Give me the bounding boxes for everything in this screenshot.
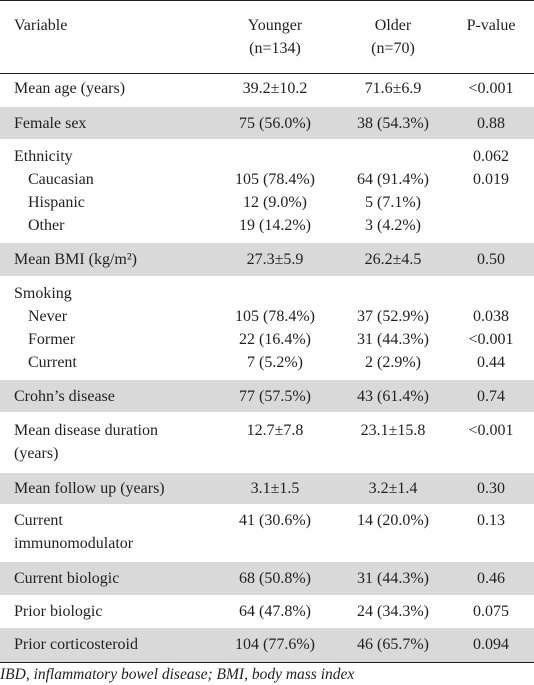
row-sublabel: Other bbox=[28, 217, 65, 234]
row-label: Mean BMI (kg/m²) bbox=[14, 251, 137, 268]
row-label: Mean disease duration bbox=[14, 422, 158, 439]
cell-younger: 104 (77.6%) bbox=[235, 636, 315, 653]
row-label-cont: (years) bbox=[14, 445, 59, 462]
row-label: Current bbox=[14, 512, 63, 529]
cell-pvalue: 0.30 bbox=[477, 480, 505, 497]
cell-older: 5 (7.1%) bbox=[365, 194, 421, 211]
cell-pvalue: 0.88 bbox=[477, 115, 505, 132]
cell-pvalue: 0.019 bbox=[473, 171, 509, 188]
row-label: Prior biologic bbox=[14, 603, 103, 620]
header-older-n: (n=70) bbox=[371, 40, 415, 57]
cell-pvalue: 0.74 bbox=[477, 388, 505, 405]
cell-older: 24 (34.3%) bbox=[357, 603, 429, 620]
table-row: Female sex 75 (56.0%) 38 (54.3%) 0.88 bbox=[0, 107, 534, 139]
table-top-rule bbox=[0, 0, 534, 1]
table-row: Prior biologic 64 (47.8%) 24 (34.3%) 0.0… bbox=[0, 595, 534, 628]
cell-pvalue: 0.13 bbox=[477, 512, 505, 529]
cell-older: 3 (4.2%) bbox=[365, 217, 421, 234]
cell-younger: 3.1±1.5 bbox=[250, 480, 300, 497]
header-older: Older bbox=[374, 17, 412, 34]
table-row: Current biologic 68 (50.8%) 31 (44.3%) 0… bbox=[0, 562, 534, 595]
cell-younger: 77 (57.5%) bbox=[239, 388, 311, 405]
cell-pvalue: 0.50 bbox=[477, 251, 505, 268]
table-row: Current immunomodulator 41 (30.6%) 14 (2… bbox=[0, 504, 534, 562]
row-label: Mean age (years) bbox=[14, 80, 126, 97]
table-bottom-rule bbox=[0, 662, 534, 663]
table-row: Mean follow up (years) 3.1±1.5 3.2±1.4 0… bbox=[0, 473, 534, 504]
cell-younger: 68 (50.8%) bbox=[239, 570, 311, 587]
cell-younger: 12.7±7.8 bbox=[246, 422, 304, 439]
table-row: Crohn’s disease 77 (57.5%) 43 (61.4%) 0.… bbox=[0, 380, 534, 412]
table-row: Mean BMI (kg/m²) 27.3±5.9 26.2±4.5 0.50 bbox=[0, 243, 534, 276]
header-younger-n: (n=134) bbox=[249, 40, 301, 57]
header-variable: Variable bbox=[14, 17, 68, 34]
header-younger: Younger bbox=[247, 17, 303, 34]
table-row: Prior corticosteroid 104 (77.6%) 46 (65.… bbox=[0, 628, 534, 662]
cell-younger: 39.2±10.2 bbox=[242, 80, 308, 97]
cell-pvalue: 0.075 bbox=[473, 603, 509, 620]
cell-older: 2 (2.9%) bbox=[365, 354, 421, 371]
cell-older: 43 (61.4%) bbox=[357, 388, 429, 405]
row-label: Smoking bbox=[14, 285, 72, 302]
cell-older: 26.2±4.5 bbox=[364, 251, 422, 268]
cell-younger: 19 (14.2%) bbox=[239, 217, 311, 234]
cell-younger: 27.3±5.9 bbox=[246, 251, 304, 268]
table-row-group: Ethnicity 0.062 Caucasian 105 (78.4%) 64… bbox=[0, 140, 534, 243]
row-label: Crohn’s disease bbox=[14, 388, 115, 405]
cell-older: 71.6±6.9 bbox=[364, 80, 422, 97]
cell-older: 31 (44.3%) bbox=[357, 331, 429, 348]
cell-older: 64 (91.4%) bbox=[357, 171, 429, 188]
cell-older: 23.1±15.8 bbox=[360, 422, 426, 439]
row-sublabel: Current bbox=[28, 354, 77, 371]
cell-younger: 7 (5.2%) bbox=[247, 354, 303, 371]
cell-older: 31 (44.3%) bbox=[357, 570, 429, 587]
cell-younger: 105 (78.4%) bbox=[235, 308, 315, 325]
row-sublabel: Former bbox=[28, 331, 76, 348]
cell-older: 38 (54.3%) bbox=[357, 115, 429, 132]
row-sublabel: Caucasian bbox=[28, 171, 94, 188]
table-row: Mean age (years) 39.2±10.2 71.6±6.9 <0.0… bbox=[0, 74, 534, 106]
row-label: Female sex bbox=[14, 115, 87, 132]
cell-pvalue: 0.46 bbox=[477, 570, 505, 587]
cell-younger: 12 (9.0%) bbox=[243, 194, 307, 211]
cell-younger: 22 (16.4%) bbox=[239, 331, 311, 348]
cell-younger: 75 (56.0%) bbox=[239, 115, 311, 132]
header-pvalue: P-value bbox=[466, 17, 516, 34]
row-label: Ethnicity bbox=[14, 148, 73, 165]
table-header: Variable Younger (n=134) Older (n=70) P-… bbox=[0, 1, 534, 73]
cell-pvalue: 0.062 bbox=[473, 148, 509, 165]
row-sublabel: Hispanic bbox=[28, 194, 85, 211]
cell-older: 3.2±1.4 bbox=[368, 480, 418, 497]
cell-pvalue: 0.44 bbox=[477, 354, 505, 371]
row-label: Prior corticosteroid bbox=[14, 636, 138, 653]
cell-older: 14 (20.0%) bbox=[357, 512, 429, 529]
row-label: Current biologic bbox=[14, 570, 120, 587]
cell-pvalue: <0.001 bbox=[468, 422, 514, 439]
table-row-group: Smoking Never 105 (78.4%) 37 (52.9%) 0.0… bbox=[0, 276, 534, 380]
cell-older: 37 (52.9%) bbox=[357, 308, 429, 325]
cell-younger: 105 (78.4%) bbox=[235, 171, 315, 188]
cell-pvalue: 0.038 bbox=[473, 308, 509, 325]
cell-younger: 64 (47.8%) bbox=[239, 603, 311, 620]
row-label-cont: immunomodulator bbox=[14, 535, 134, 552]
header-rule bbox=[0, 73, 534, 74]
cell-older: 46 (65.7%) bbox=[357, 636, 429, 653]
cell-pvalue: <0.001 bbox=[468, 331, 514, 348]
cell-pvalue: 0.094 bbox=[473, 636, 509, 653]
row-sublabel: Never bbox=[28, 308, 68, 325]
row-label: Mean follow up (years) bbox=[14, 480, 165, 497]
table-row: Mean disease duration (years) 12.7±7.8 2… bbox=[0, 412, 534, 473]
cell-pvalue: <0.001 bbox=[468, 80, 514, 97]
cell-younger: 41 (30.6%) bbox=[239, 512, 311, 529]
table-footnote: IBD, inflammatory bowel disease; BMI, bo… bbox=[0, 666, 355, 683]
